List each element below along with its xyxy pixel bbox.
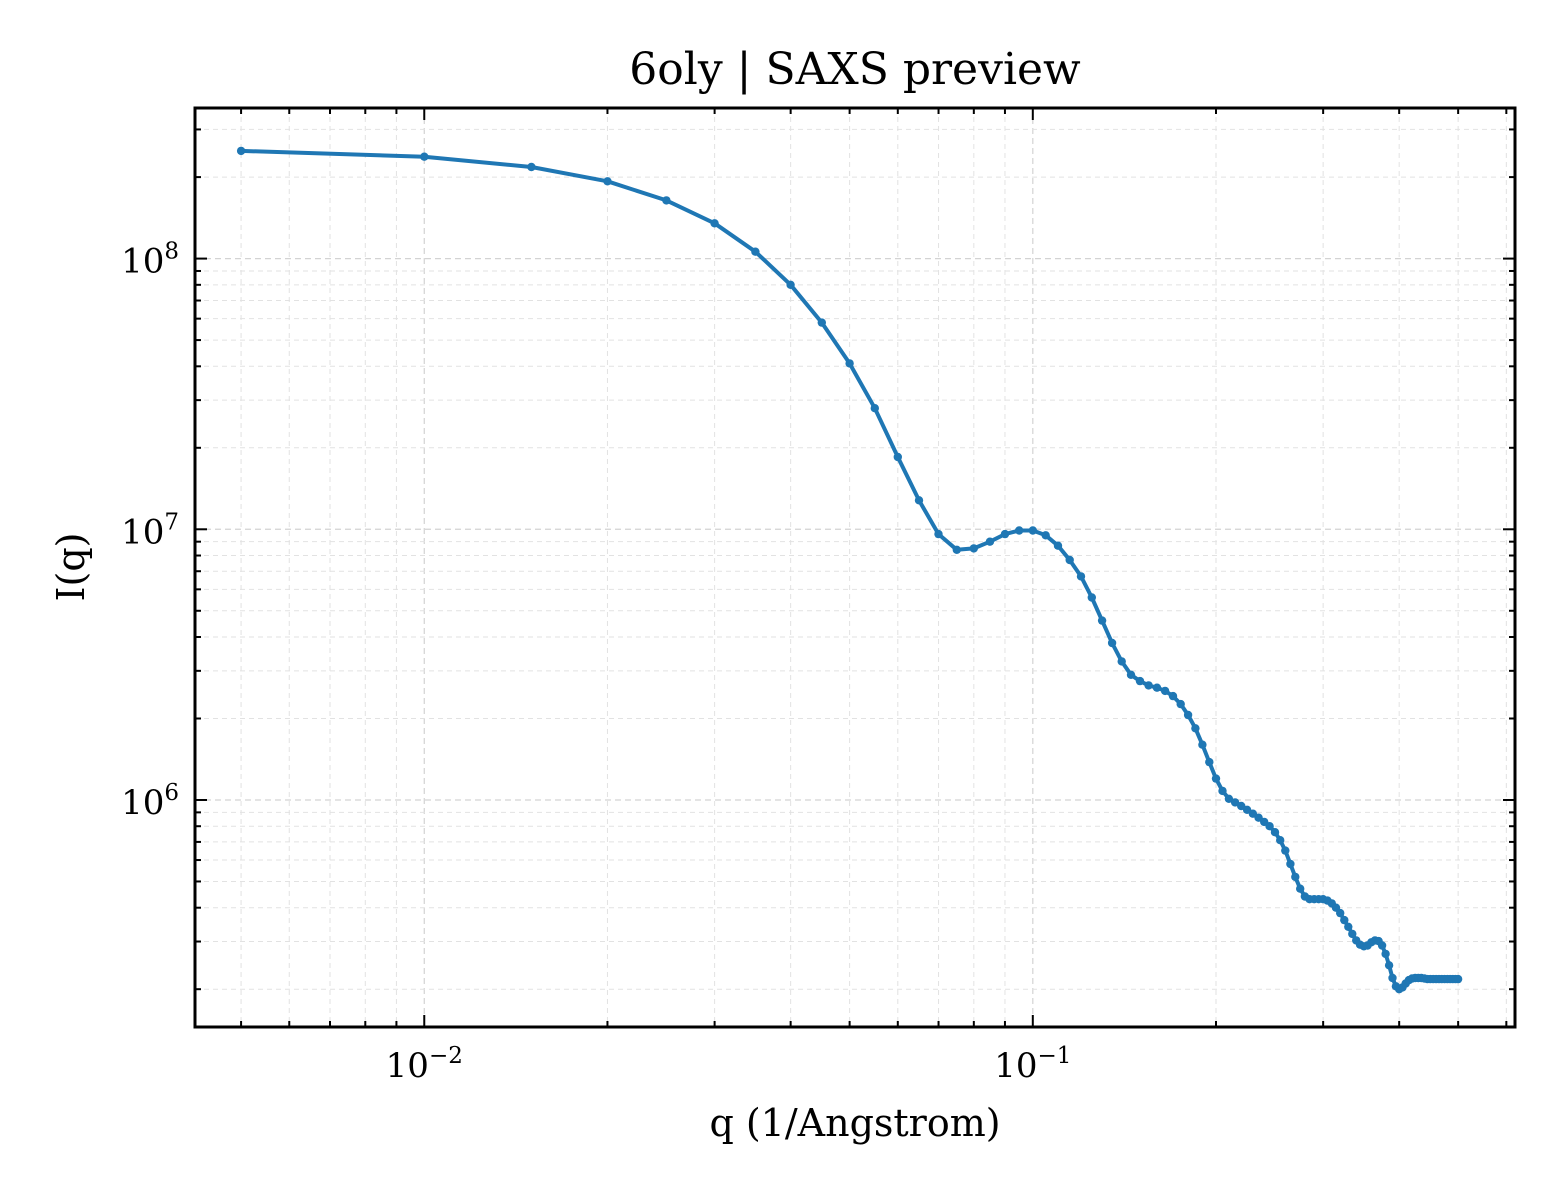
data-point xyxy=(1041,531,1050,540)
data-point xyxy=(817,318,826,327)
data-point xyxy=(1097,616,1107,625)
chart-title: 6oly | SAXS preview xyxy=(629,44,1081,95)
data-point xyxy=(1205,757,1214,767)
data-point xyxy=(1453,974,1463,984)
axis-ticks xyxy=(195,108,1515,1027)
data-point xyxy=(786,280,795,289)
data-point xyxy=(1191,724,1200,733)
data-point xyxy=(1336,908,1345,918)
grid xyxy=(195,108,1515,1027)
data-point xyxy=(1126,670,1136,679)
data-point xyxy=(710,219,719,228)
data-point xyxy=(1000,529,1010,539)
data-point xyxy=(1015,526,1024,535)
data-point xyxy=(1384,961,1394,970)
data-point xyxy=(845,359,854,368)
data-point xyxy=(1211,774,1221,783)
data-point xyxy=(893,452,902,462)
data-point xyxy=(1144,681,1153,690)
plot-frame xyxy=(193,106,1517,1029)
data-point xyxy=(1286,859,1295,869)
data-point xyxy=(1117,657,1126,666)
data-point xyxy=(236,146,246,156)
x-tick-label: 10−1 xyxy=(994,1043,1071,1086)
data-point xyxy=(1183,710,1193,720)
y-tick-label: 106 xyxy=(121,780,179,823)
data-point xyxy=(1270,828,1280,837)
x-tick-label: 10−2 xyxy=(386,1043,463,1086)
data-point xyxy=(1135,676,1145,686)
data-point xyxy=(1028,526,1038,535)
data-point xyxy=(527,162,536,172)
data-series xyxy=(236,146,1463,994)
data-point xyxy=(1160,686,1170,696)
data-point xyxy=(1388,973,1397,983)
data-point xyxy=(1340,915,1349,925)
y-axis-label: I(q) xyxy=(49,533,93,602)
data-point xyxy=(1065,555,1074,565)
data-point xyxy=(420,152,429,161)
data-point xyxy=(985,537,995,546)
data-point xyxy=(1344,922,1353,931)
data-point xyxy=(1276,836,1285,845)
data-point xyxy=(1291,872,1300,882)
data-point xyxy=(1381,949,1390,959)
y-tick-label: 107 xyxy=(121,509,179,552)
data-point xyxy=(1224,794,1234,803)
data-point xyxy=(1198,740,1207,749)
data-point xyxy=(662,196,671,205)
data-point xyxy=(1168,691,1178,701)
data-point xyxy=(870,404,879,413)
data-point xyxy=(1348,929,1357,939)
data-point xyxy=(1265,822,1274,831)
data-point xyxy=(1152,683,1162,692)
data-point xyxy=(1176,699,1185,709)
y-tick-label: 108 xyxy=(121,239,179,282)
data-point xyxy=(1107,638,1117,648)
data-point xyxy=(1076,572,1086,581)
data-point xyxy=(1230,798,1240,807)
data-point xyxy=(751,247,760,256)
data-point xyxy=(914,496,924,505)
data-point xyxy=(1281,846,1290,855)
data-point xyxy=(1296,884,1305,893)
data-point xyxy=(1377,941,1387,950)
tick-labels: 10−2 10−1 106 107 108 xyxy=(121,239,1071,1086)
data-point xyxy=(969,544,978,553)
data-point xyxy=(1053,541,1063,550)
x-axis-label: q (1/Angstrom) xyxy=(709,1101,1000,1145)
data-point xyxy=(952,545,961,554)
data-point xyxy=(1087,593,1097,602)
data-point xyxy=(1218,786,1227,796)
data-point xyxy=(934,529,943,539)
data-point xyxy=(603,177,612,186)
